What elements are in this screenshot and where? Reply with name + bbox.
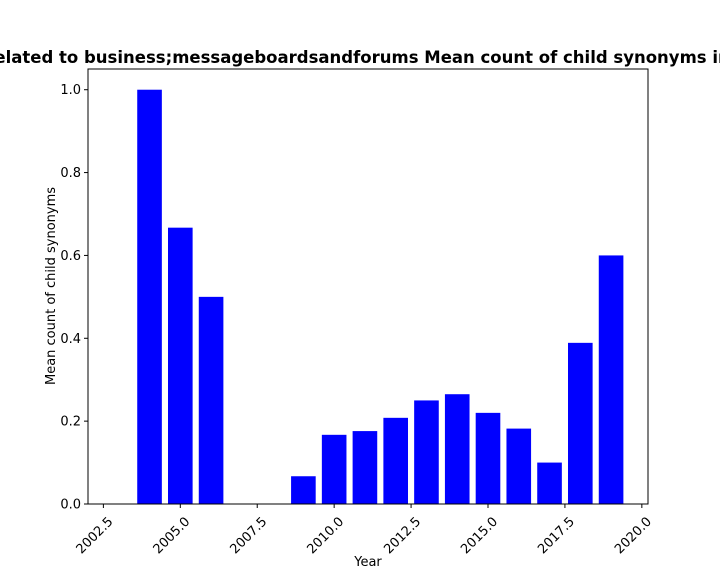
bar-2014 bbox=[444, 394, 470, 504]
x-tick-label: 2005.0 bbox=[151, 514, 194, 557]
y-tick-label: 1.0 bbox=[60, 83, 81, 98]
plot-frame bbox=[87, 68, 649, 505]
y-tick-label: 0.8 bbox=[60, 166, 81, 181]
y-axis-label: Mean count of child synonyms bbox=[44, 187, 59, 385]
y-tick-label: 0.0 bbox=[60, 498, 81, 513]
x-tick-label: 2010.0 bbox=[304, 514, 347, 557]
bars-group bbox=[137, 89, 624, 504]
bar-2006 bbox=[198, 296, 224, 504]
x-tick-label: 2012.5 bbox=[381, 514, 424, 557]
bar-2004 bbox=[137, 89, 162, 504]
bar-2016 bbox=[506, 428, 532, 504]
bar-2018 bbox=[568, 342, 593, 504]
y-tick-label: 0.4 bbox=[60, 332, 81, 347]
y-tick-label: 0.6 bbox=[60, 249, 81, 264]
bar-2017 bbox=[537, 462, 562, 504]
bar-2009 bbox=[291, 476, 316, 504]
x-tick-label: 2017.5 bbox=[535, 514, 578, 557]
y-tick-label: 0.2 bbox=[60, 415, 81, 430]
bar-2010 bbox=[321, 434, 347, 504]
bar-2005 bbox=[168, 227, 193, 504]
x-axis-ticks: 2002.5 2005.0 2007.5 2010.0 2012.5 2015.0 2017… bbox=[74, 504, 655, 557]
x-tick-label: 2002.5 bbox=[74, 514, 117, 557]
x-axis-label: Year bbox=[353, 555, 382, 570]
x-tick-label: 2015.0 bbox=[458, 514, 501, 557]
chart-title: related to business;messageboardsandforu… bbox=[0, 48, 720, 67]
y-axis-ticks: 0.0 0.2 0.4 0.6 0.8 1.0 bbox=[60, 83, 88, 513]
x-tick-label: 2007.5 bbox=[227, 514, 270, 557]
bar-2015 bbox=[475, 412, 501, 504]
bar-2013 bbox=[414, 400, 439, 504]
bar-2011 bbox=[352, 431, 378, 504]
bar-2012 bbox=[383, 417, 408, 504]
x-tick-label: 2020.0 bbox=[612, 514, 655, 557]
bar-2019 bbox=[598, 255, 624, 504]
